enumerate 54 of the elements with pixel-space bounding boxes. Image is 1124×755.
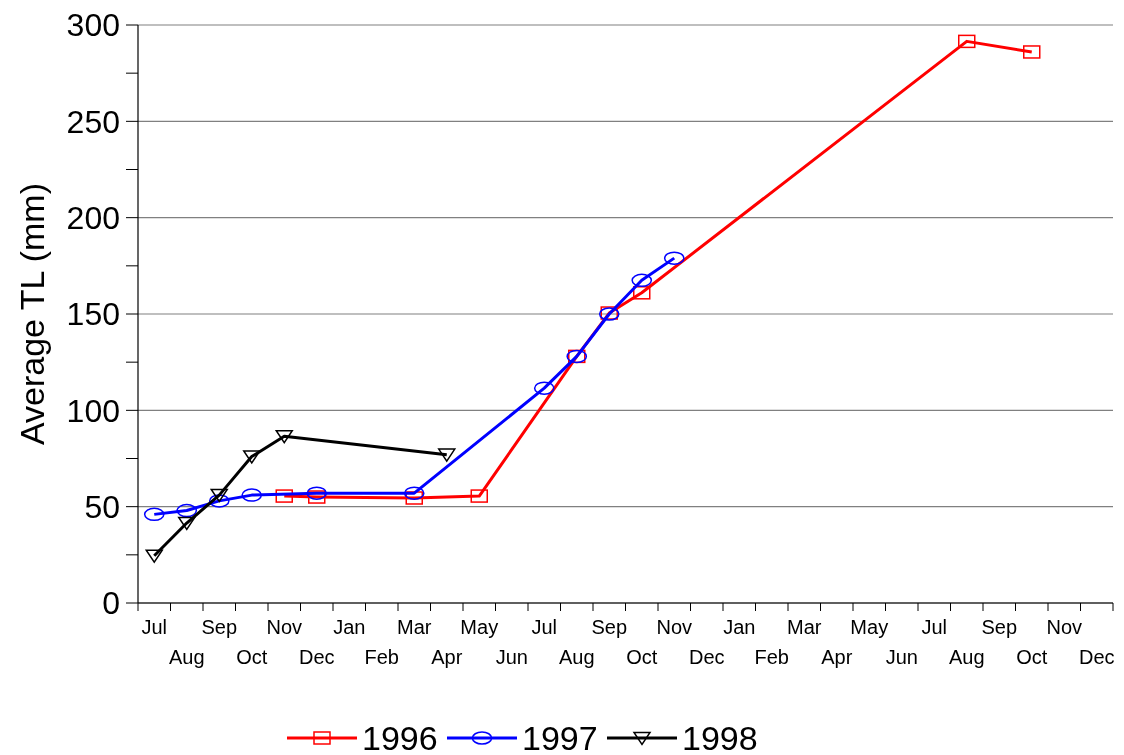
point	[243, 450, 261, 464]
point	[633, 286, 651, 300]
legend-label: 1997	[522, 718, 598, 755]
point	[470, 489, 488, 503]
x-tick-label: Nov	[1046, 616, 1083, 638]
x-tick-label: Aug	[558, 646, 595, 668]
x-tick-label: Jun	[495, 646, 528, 668]
x-tick-label: Jan	[723, 616, 756, 638]
x-tick-label: Sep	[201, 616, 238, 638]
y-tick-label: 300	[66, 7, 120, 44]
x-tick-label: Nov	[656, 616, 693, 638]
x-tick-label: Apr	[821, 646, 853, 668]
point	[178, 516, 196, 531]
x-tick-label: Feb	[754, 646, 789, 668]
x-tick-label: Oct	[236, 646, 268, 668]
x-tick-label: Apr	[431, 646, 463, 668]
x-tick-label: May	[850, 616, 889, 638]
y-tick-label: 50	[84, 488, 120, 525]
x-tick-label: Jul	[141, 616, 168, 638]
y-tick-label: 100	[66, 392, 120, 429]
point	[275, 489, 293, 503]
x-tick-label: Mar	[787, 616, 822, 638]
point	[275, 429, 293, 444]
x-tick-label: Sep	[981, 616, 1018, 638]
x-tick-label: Aug	[168, 646, 205, 668]
y-tick-label: 0	[102, 585, 120, 622]
point	[145, 549, 163, 563]
x-tick-label: Dec	[1078, 646, 1115, 668]
point	[210, 488, 228, 503]
point	[405, 491, 423, 505]
x-tick-label: Feb	[364, 646, 399, 668]
x-tick-label: Sep	[591, 616, 628, 638]
point	[958, 34, 976, 49]
x-tick-label: Oct	[626, 646, 658, 668]
x-tick-label: Jun	[885, 646, 918, 668]
point	[1023, 45, 1041, 59]
x-tick-label: Aug	[948, 646, 985, 668]
x-tick-label: Dec	[688, 646, 725, 668]
x-tick-label: Nov	[266, 616, 303, 638]
y-tick-label: 250	[66, 103, 120, 140]
y-tick-label: 200	[66, 199, 120, 236]
x-tick-label: Mar	[397, 616, 432, 638]
y-axis-title: Average TL (mm)	[13, 182, 51, 446]
x-tick-label: May	[460, 616, 499, 638]
legend-label: 1996	[362, 718, 438, 755]
x-tick-label: Jul	[531, 616, 558, 638]
x-tick-label: Dec	[298, 646, 335, 668]
x-tick-label: Jul	[921, 616, 948, 638]
x-tick-label: Oct	[1016, 646, 1048, 668]
y-tick-label: 150	[66, 296, 120, 333]
point	[438, 448, 456, 462]
point	[308, 490, 326, 504]
legend-label: 1998	[682, 718, 758, 755]
x-tick-label: Jan	[333, 616, 366, 638]
